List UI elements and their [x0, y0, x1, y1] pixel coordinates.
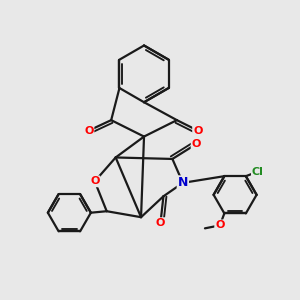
Text: O: O — [215, 220, 225, 230]
Text: O: O — [192, 139, 201, 149]
Text: N: N — [178, 176, 188, 189]
Text: O: O — [193, 126, 203, 136]
Text: O: O — [156, 218, 165, 228]
Text: O: O — [84, 126, 94, 136]
Text: Cl: Cl — [252, 167, 264, 177]
Text: O: O — [90, 176, 99, 186]
